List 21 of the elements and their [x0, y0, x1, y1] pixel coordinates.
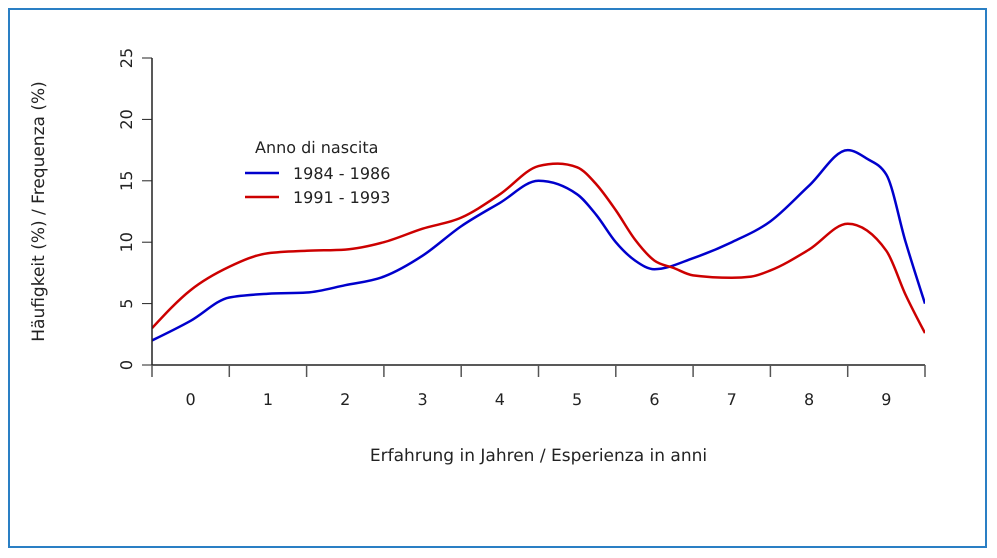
y-tick-label: 25: [117, 48, 136, 68]
x-tick-label: 3: [417, 390, 428, 409]
x-axis-title: Erfahrung in Jahren / Esperienza in anni: [370, 446, 708, 466]
x-tick-label: 6: [649, 390, 660, 409]
x-tick-label: 9: [881, 390, 892, 409]
legend-label: 1984 - 1986: [293, 164, 390, 182]
y-tick-label: 20: [117, 109, 136, 130]
x-tick-label: 2: [340, 390, 350, 409]
x-tick-label: 1: [262, 390, 274, 409]
y-tick-label: 15: [117, 170, 136, 191]
x-tick-label: 5: [572, 390, 582, 409]
x-tick-label: 4: [494, 390, 505, 409]
y-axis-title: Häufigkeit (%) / Frequenza (%): [29, 81, 50, 342]
legend-title: Anno di nascita: [255, 138, 380, 157]
legend-label: 1991 - 1993: [293, 188, 390, 206]
y-tick-label: 0: [117, 360, 136, 370]
x-tick-label: 7: [726, 390, 737, 409]
x-tick-label: 8: [804, 390, 814, 409]
x-tick-label: 0: [186, 390, 196, 409]
y-tick-label: 5: [117, 298, 136, 309]
y-tick-label: 10: [117, 232, 136, 252]
